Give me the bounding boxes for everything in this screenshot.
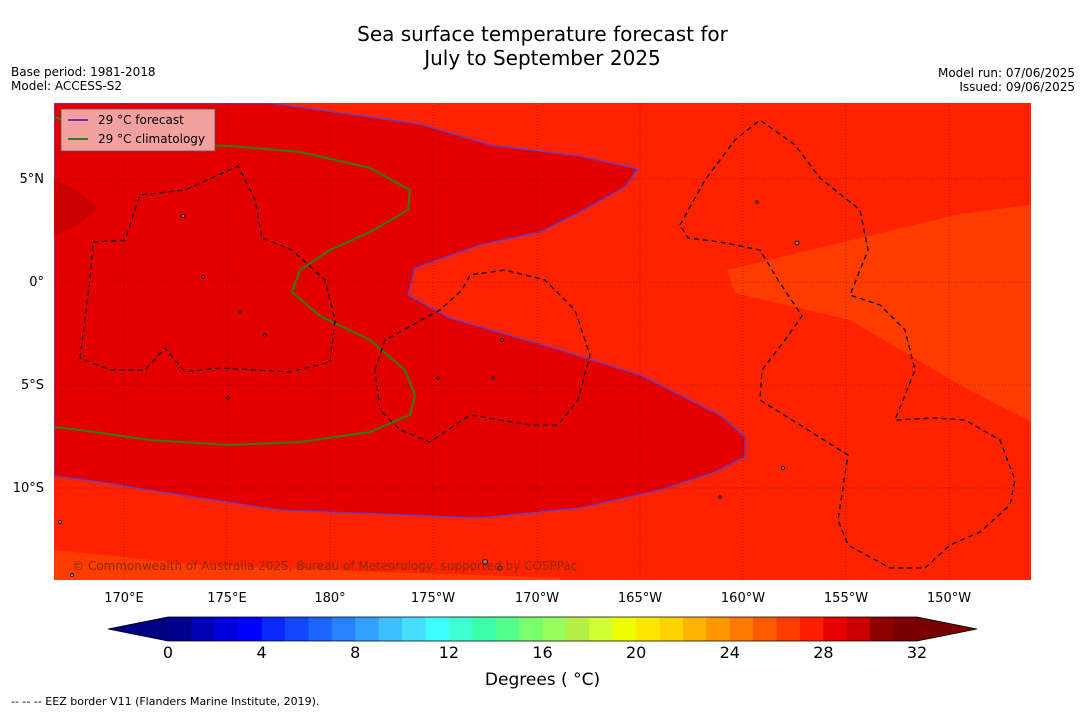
legend-climatology-label: 29 °C climatology [98,132,205,146]
sst-band-27 [727,205,1031,422]
colorbar-tick-label: 8 [350,643,360,662]
meta-right: Model run: 07/06/2025 Issued: 09/06/2025 [938,66,1075,94]
colorbar-cell [168,617,192,641]
colorbar-cell [659,617,684,641]
lon-label: 180° [314,591,345,606]
model-name: Model: ACCESS-S2 [11,79,123,93]
colorbar-outline [107,616,978,642]
lat-label: 5°S [21,378,44,393]
lon-label: 170°W [515,591,559,606]
colorbar-cell [682,617,707,641]
colorbar-cell [402,617,426,641]
copyright-notice: © Commonwealth of Australia 2025, Bureau… [72,559,577,573]
legend: 29 °C forecast 29 °C climatology [60,108,216,152]
colorbar-tick-label: 20 [626,643,646,662]
colorbar-label: Degrees ( °C) [484,670,601,690]
lon-label: 170°E [104,591,144,606]
colorbar-cell [214,617,239,641]
colorbar-tick-label: 0 [163,643,173,662]
colorbar-cell [472,617,497,641]
meta-left: Base period: 1981-2018 Model: ACCESS-S2 [11,65,156,93]
colorbar-tick-label: 24 [720,643,740,662]
lon-label: 150°W [927,591,971,606]
colorbar-cell [870,617,895,641]
colorbar-cell [776,617,801,641]
colorbar-cell [893,617,918,641]
colorbar-cell [378,617,403,641]
lon-label: 155°W [824,591,868,606]
lon-label: 175°W [411,591,455,606]
colorbar-cell [706,617,731,641]
lat-label: 10°S [13,481,44,496]
colorbar-tick-label: 32 [907,643,927,662]
colorbar: 0 4 8 12 16 20 24 28 32 [107,616,978,662]
legend-forecast-label: 29 °C forecast [98,113,184,127]
longitude-labels: 170°E 175°E 180° 175°W 170°W 165°W 160°W… [104,591,971,606]
legend-box [60,108,216,152]
colorbar-cell [238,617,263,641]
lon-label: 160°W [721,591,765,606]
colorbar-cell [565,617,590,641]
colorbar-cell [612,617,637,641]
issued-date: Issued: 09/06/2025 [959,80,1075,94]
lon-label: 165°W [618,591,662,606]
colorbar-cell [799,617,824,641]
colorbar-over-arrow [917,617,977,641]
eez-borders [79,119,1016,569]
colorbar-tick-label: 16 [532,643,552,662]
colorbar-cell [425,617,450,641]
chart-title: Sea surface temperature forecast for Jul… [0,22,1085,70]
sst-band-30 [54,180,98,236]
colorbar-cell [589,617,614,641]
colorbar-cell [519,617,543,641]
colorbar-cell [331,617,356,641]
base-period: Base period: 1981-2018 [11,65,156,79]
colorbar-tick-label: 12 [439,643,459,662]
colorbar-tick-label: 28 [813,643,833,662]
colorbar-cell [846,617,871,641]
colorbar-cell [495,617,520,641]
latitude-labels: 5°N 0° 5°S 10°S [13,172,44,496]
colorbar-cell [448,617,473,641]
climatology-contour [54,116,417,447]
colorbar-under-arrow [108,617,168,641]
map-area [54,103,1031,580]
lat-label: 0° [29,275,44,290]
colorbar-cells [168,617,918,641]
colorbar-cell [542,617,567,641]
model-run: Model run: 07/06/2025 [937,66,1075,80]
colorbar-cell [823,617,848,641]
sst-band-29 [54,103,746,519]
lon-label: 175°E [207,591,247,606]
graticule [54,103,1031,580]
colorbar-cell [261,617,286,641]
footer-note: -- -- -- EEZ border V11 (Flanders Marine… [11,695,320,708]
colorbar-cell [729,617,754,641]
colorbar-cell [355,617,380,641]
title-line-1: Sea surface temperature forecast for [357,22,728,46]
lat-label: 5°N [20,172,45,187]
islands [58,200,800,577]
colorbar-cell [636,617,661,641]
colorbar-cell [308,617,333,641]
sst-band-south [54,550,560,580]
colorbar-tick-label: 4 [257,643,267,662]
colorbar-ticks: 0 4 8 12 16 20 24 28 32 [163,643,927,662]
colorbar-cell [191,617,216,641]
colorbar-cell [753,617,778,641]
title-line-2: July to September 2025 [424,46,661,70]
colorbar-cell [285,617,309,641]
